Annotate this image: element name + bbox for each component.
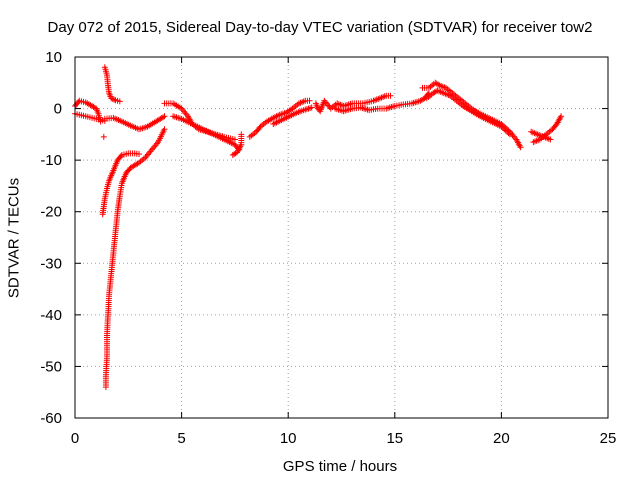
y-tick-label: -40 <box>40 307 62 324</box>
data-point-markers <box>101 113 168 133</box>
series-arc-f <box>102 126 168 391</box>
series-arc-g <box>99 150 142 218</box>
y-tick-label: 10 <box>45 49 62 66</box>
series-arc-k <box>246 97 313 140</box>
series-arc-p <box>423 87 513 138</box>
series-arc-n <box>332 90 432 115</box>
data-point-markers <box>100 133 107 140</box>
plot-frame <box>74 56 609 419</box>
series-arc-e <box>101 64 123 105</box>
data-point-markers <box>332 90 432 115</box>
data-point-markers <box>312 92 394 115</box>
series-arc-d <box>101 113 168 133</box>
data-point-markers <box>99 150 142 218</box>
data-point-markers <box>530 113 565 146</box>
series-arc-i <box>170 113 243 153</box>
data-point-markers <box>528 128 554 143</box>
x-tick-label: 10 <box>280 430 297 447</box>
x-axis-label: GPS time / hours <box>282 458 398 475</box>
data-point-markers <box>161 100 238 143</box>
y-tick-label: -10 <box>40 152 62 169</box>
data-point-markers <box>101 64 123 105</box>
x-tick-label: 5 <box>177 430 185 447</box>
series-arc-h <box>161 100 238 143</box>
data-points <box>72 64 565 391</box>
x-tick-label: 15 <box>386 430 403 447</box>
series-arc-l <box>270 104 315 127</box>
data-point-markers <box>246 97 313 140</box>
series-arc-m <box>312 92 394 115</box>
data-point-markers <box>270 104 315 127</box>
x-tick-label: 25 <box>600 430 617 447</box>
series-arc-c <box>100 133 107 140</box>
data-point-markers <box>102 126 168 391</box>
series-arc-r <box>528 128 554 143</box>
x-tick-label: 20 <box>493 430 510 447</box>
series-arc-j <box>229 131 245 158</box>
ticks: 0 5 10 15 20 25 10 0 -10 -20 -30 -40 -50 -60 <box>40 49 616 447</box>
data-point-markers <box>423 87 513 138</box>
data-point-markers <box>229 131 245 158</box>
series-arc-q <box>530 113 565 146</box>
data-point-markers <box>170 113 243 153</box>
y-tick-label: -30 <box>40 255 62 272</box>
y-tick-label: -50 <box>40 358 62 375</box>
x-tick-label: 0 <box>71 430 79 447</box>
chart-title: Day 072 of 2015, Sidereal Day-to-day VTE… <box>47 19 593 36</box>
y-tick-label: -60 <box>40 410 62 427</box>
y-tick-label: 0 <box>54 101 62 118</box>
y-tick-label: -20 <box>40 204 62 221</box>
